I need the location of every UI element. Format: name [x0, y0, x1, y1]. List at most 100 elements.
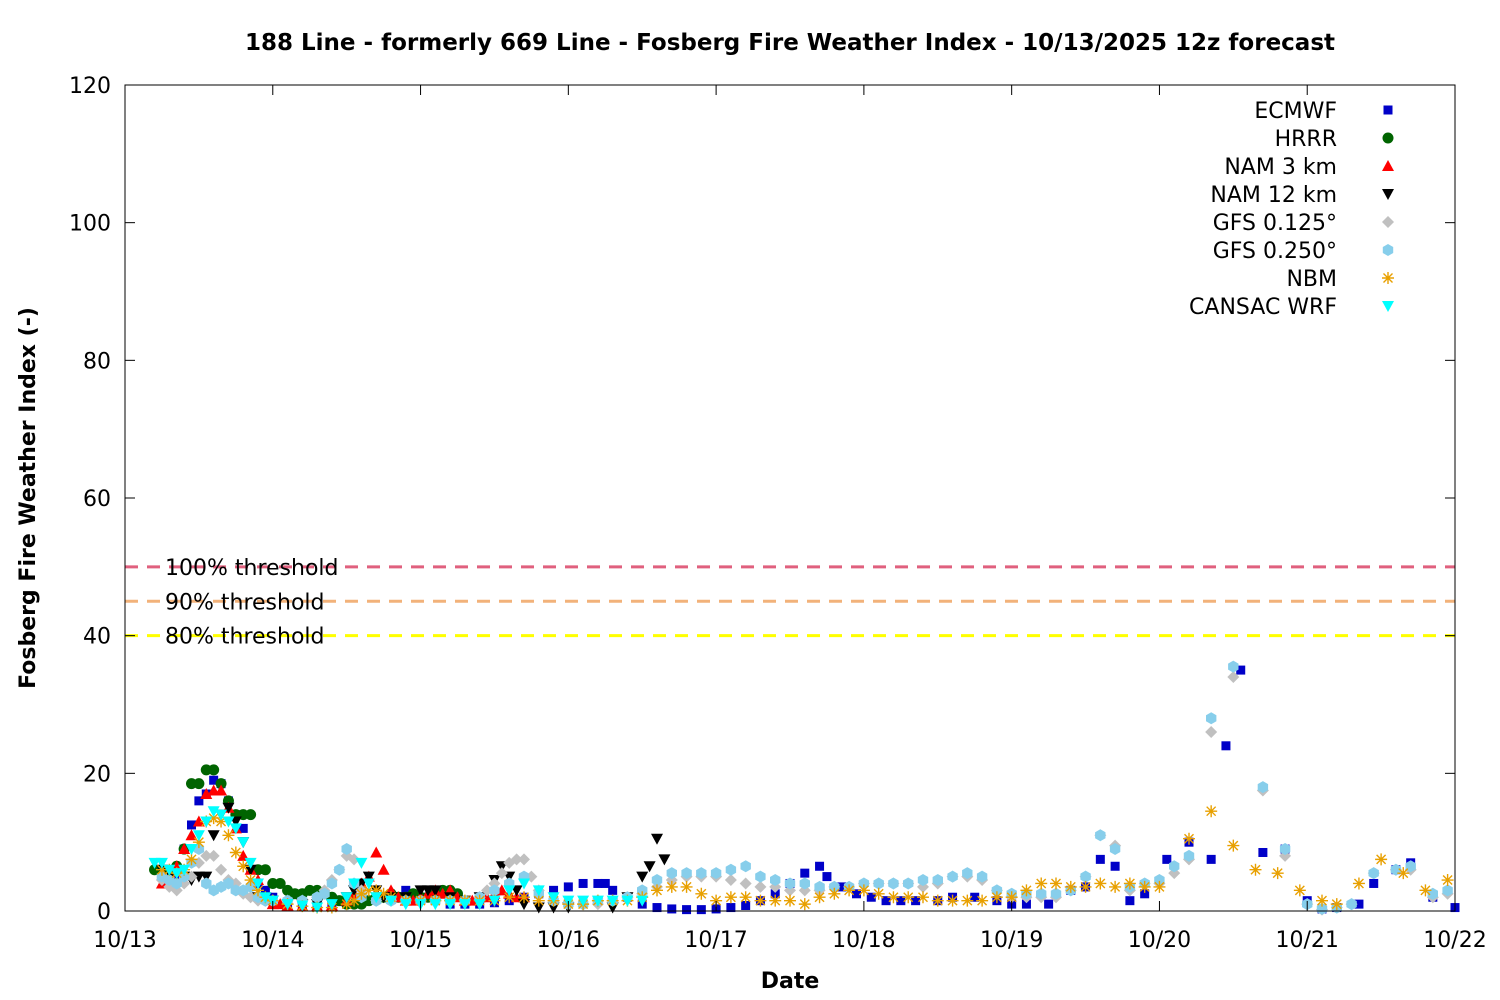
data-point	[1095, 854, 1105, 864]
data-point	[245, 809, 257, 821]
data-point	[903, 877, 914, 890]
data-point	[1079, 880, 1092, 893]
data-point	[680, 880, 693, 893]
data-point	[667, 904, 677, 914]
data-point	[222, 816, 235, 828]
x-tick-label: 10/17	[684, 928, 747, 953]
data-point	[872, 887, 885, 900]
data-point	[666, 867, 677, 880]
data-point	[754, 894, 767, 907]
data-point	[1140, 889, 1150, 899]
data-point	[296, 900, 309, 912]
data-point	[608, 885, 618, 895]
data-point	[837, 882, 847, 892]
data-point	[547, 902, 560, 914]
data-point	[710, 867, 722, 880]
data-point	[1206, 712, 1217, 725]
legend-entry-label: CANSAC WRF	[1189, 295, 1337, 320]
threshold-label: 90% threshold	[165, 590, 325, 615]
data-point	[518, 899, 530, 911]
data-point	[1279, 843, 1291, 855]
x-tick-label: 10/13	[93, 928, 156, 953]
data-point	[636, 895, 649, 907]
data-point	[651, 884, 663, 897]
data-point	[207, 849, 220, 862]
data-point	[259, 892, 272, 904]
data-point	[311, 902, 324, 914]
data-point	[1183, 832, 1195, 845]
legend-marker	[1382, 132, 1394, 144]
data-point	[178, 864, 191, 876]
data-point	[828, 887, 841, 900]
data-point	[362, 871, 375, 883]
data-point	[1064, 880, 1077, 893]
x-axis-ticks: 10/13 10/14 10/15 10/16 10/17 10/18 10/19 10/20…	[93, 85, 1487, 953]
data-point	[1080, 870, 1091, 883]
data-point	[606, 895, 619, 907]
data-point	[932, 874, 943, 886]
data-point	[200, 849, 213, 862]
data-point	[155, 863, 168, 876]
data-point	[1369, 878, 1379, 888]
data-point	[1183, 849, 1195, 862]
data-point	[325, 899, 338, 911]
data-point	[1110, 861, 1120, 871]
data-point	[784, 894, 796, 907]
data-point	[281, 899, 294, 911]
data-point	[976, 894, 989, 907]
data-point	[192, 830, 205, 842]
data-point	[739, 877, 752, 890]
data-point	[370, 846, 383, 858]
y-axis-label: Fosberg Fire Weather Index (-)	[16, 307, 41, 689]
data-point	[887, 891, 900, 904]
data-point	[1020, 884, 1033, 897]
data-point	[591, 895, 604, 907]
legend: ECMWF HRRR NAM 3 km NAM 12 km GFS 0.125° GFS …	[1189, 99, 1394, 320]
plot-frame	[124, 84, 1456, 912]
data-point	[244, 857, 257, 869]
data-point	[370, 884, 383, 897]
x-tick-label: 10/14	[241, 928, 304, 953]
data-point	[799, 877, 810, 890]
data-point	[1271, 867, 1284, 880]
data-point	[377, 863, 390, 875]
y-tick-label: 20	[83, 762, 111, 787]
data-point	[532, 894, 545, 907]
data-point	[1375, 853, 1388, 866]
data-point	[473, 899, 486, 911]
data-point	[532, 885, 545, 897]
legend-entry-label: NAM 3 km	[1224, 155, 1337, 180]
legend-entry-label: HRRR	[1275, 127, 1337, 152]
data-point	[192, 815, 205, 827]
threshold-label: 80% threshold	[165, 625, 325, 650]
data-point	[385, 895, 397, 907]
data-point	[724, 891, 737, 904]
x-tick-label: 10/19	[980, 928, 1043, 953]
legend-entry-label: GFS 0.125°	[1213, 211, 1337, 236]
data-point	[1050, 887, 1062, 900]
data-point	[682, 905, 692, 915]
data-point	[755, 870, 766, 883]
data-point	[488, 895, 501, 907]
data-point	[813, 891, 826, 904]
data-point	[741, 900, 751, 910]
data-point	[185, 853, 198, 866]
data-point	[200, 787, 213, 799]
data-point	[600, 878, 610, 888]
data-point	[1005, 891, 1018, 904]
data-point	[401, 885, 411, 895]
data-point	[726, 903, 736, 913]
data-point	[377, 887, 390, 900]
data-point	[510, 853, 523, 866]
data-point	[518, 891, 530, 904]
data-point	[201, 877, 212, 890]
legend-marker	[1383, 105, 1393, 115]
data-point	[739, 891, 752, 904]
data-point	[1236, 665, 1246, 675]
data-point	[259, 864, 271, 876]
x-tick-label: 10/22	[1423, 928, 1486, 953]
data-point	[503, 885, 516, 897]
data-point	[681, 867, 692, 880]
data-point	[1044, 899, 1054, 909]
data-point	[724, 874, 737, 887]
